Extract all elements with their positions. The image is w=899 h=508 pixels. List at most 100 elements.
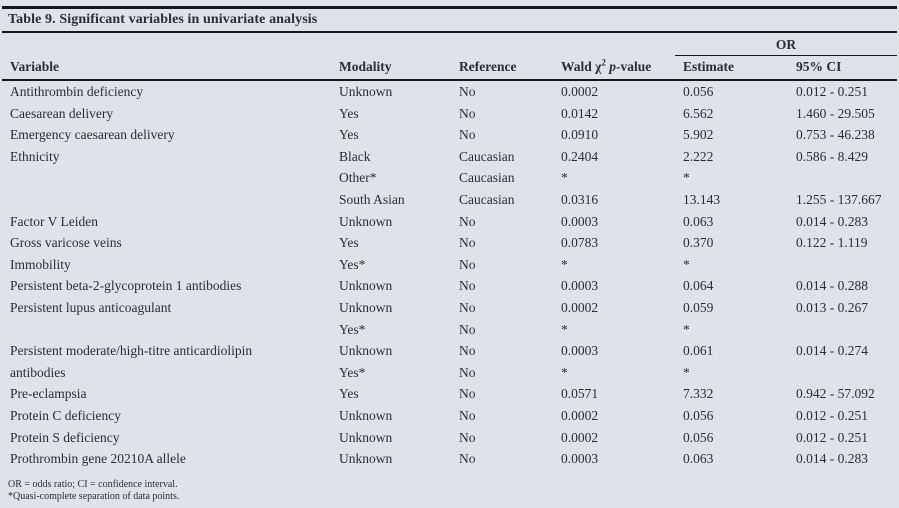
wald-header-suffix: -value xyxy=(616,58,652,74)
cell-reference: Caucasian xyxy=(459,191,515,207)
table-footnotes: OR = odds ratio; CI = confidence interva… xyxy=(8,479,899,503)
cell-wald: 0.0002 xyxy=(561,407,599,423)
cell-estimate: * xyxy=(683,170,690,186)
cell-wald: * xyxy=(561,170,568,186)
table-row: South Asian Caucasian 0.0316 13.143 1.255 - … xyxy=(2,189,897,211)
table-row: Other* Caucasian * * xyxy=(2,167,897,189)
cell-ci xyxy=(788,362,897,384)
cell-reference: No xyxy=(459,256,476,272)
cell-estimate: 0.061 xyxy=(683,343,714,359)
cell-modality: Yes xyxy=(339,105,359,121)
column-header-estimate: Estimate xyxy=(675,55,788,81)
cell-reference: No xyxy=(459,105,476,121)
cell-modality: Yes* xyxy=(339,321,366,337)
cell-ci: 0.012 - 0.251 xyxy=(796,429,868,445)
cell-reference: No xyxy=(459,84,476,99)
cell-ci xyxy=(788,167,897,189)
table-row: Antithrombin deficiency Unknown No 0.0002 0.… xyxy=(2,80,897,103)
cell-wald: 0.0910 xyxy=(561,127,599,143)
cell-ci: 0.012 - 0.251 xyxy=(796,407,868,423)
cell-estimate: 7.332 xyxy=(683,386,714,402)
cell-ci: 0.013 - 0.267 xyxy=(796,299,868,315)
cell-modality: Unknown xyxy=(339,343,393,359)
cell-ci: 0.122 - 1.119 xyxy=(796,235,868,251)
cell-ci: 0.942 - 57.092 xyxy=(796,386,875,402)
cell-estimate: 0.059 xyxy=(683,299,714,315)
cell-reference: No xyxy=(459,213,476,229)
cell-estimate: 6.562 xyxy=(683,105,714,121)
cell-reference: No xyxy=(459,451,476,467)
or-group-header: OR xyxy=(675,33,897,56)
cell-modality: Yes xyxy=(339,127,359,143)
table-row: Protein C deficiency Unknown No 0.0002 0.056… xyxy=(2,405,897,427)
cell-modality: Unknown xyxy=(339,429,393,445)
cell-variable: Antithrombin deficiency xyxy=(10,84,144,99)
cell-ci xyxy=(788,319,897,341)
table-row: Pre-eclampsia Yes No 0.0571 7.332 0.942 - 57.… xyxy=(2,383,897,405)
cell-ci: 0.012 - 0.251 xyxy=(796,84,868,99)
cell-reference: No xyxy=(459,127,476,143)
cell-variable: Emergency caesarean delivery xyxy=(10,127,175,143)
table-row: Persistent lupus anticoagulant Unknown No 0… xyxy=(2,297,897,319)
cell-variable: Ethnicity xyxy=(10,148,60,164)
cell-modality: Black xyxy=(339,148,371,164)
cell-wald: 0.0003 xyxy=(561,278,599,294)
univariate-analysis-table: OR Variable Modality Reference Wald χ2 p… xyxy=(2,33,897,470)
cell-wald: * xyxy=(561,256,568,272)
cell-modality: Other* xyxy=(339,170,377,186)
table-row: Immobility Yes* No * * xyxy=(2,254,897,276)
top-rule xyxy=(2,6,897,9)
table-row: Yes* No * * xyxy=(2,319,897,341)
cell-wald: * xyxy=(561,321,568,337)
cell-reference: No xyxy=(459,364,476,380)
cell-modality: Unknown xyxy=(339,278,393,294)
cell-modality: South Asian xyxy=(339,191,405,207)
cell-variable: Protein S deficiency xyxy=(10,429,120,445)
cell-wald: 0.0571 xyxy=(561,386,599,402)
cell-wald: 0.0783 xyxy=(561,235,599,251)
table-row: Persistent beta-2-glycoprotein 1 antibod… xyxy=(2,275,897,297)
cell-variable: antibodies xyxy=(10,364,66,380)
cell-variable: Persistent lupus anticoagulant xyxy=(10,299,172,315)
cell-reference: No xyxy=(459,407,476,423)
cell-variable: Prothrombin gene 20210A allele xyxy=(10,451,186,467)
cell-modality: Unknown xyxy=(339,213,393,229)
cell-variable: Caesarean delivery xyxy=(10,105,114,121)
wald-header-text: Wald χ xyxy=(561,58,602,74)
cell-reference: Caucasian xyxy=(459,148,515,164)
cell-reference: No xyxy=(459,343,476,359)
cell-estimate: 0.056 xyxy=(683,84,714,99)
cell-estimate: * xyxy=(683,321,690,337)
column-header-row: Variable Modality Reference Wald χ2 p-va… xyxy=(2,55,897,81)
wald-header-p: p xyxy=(609,58,616,74)
column-header-reference: Reference xyxy=(451,55,553,81)
title-rule xyxy=(2,31,897,33)
table-title: Table 9. Significant variables in univar… xyxy=(8,12,318,27)
cell-wald: 0.0003 xyxy=(561,343,599,359)
table-row: antibodies Yes* No * * xyxy=(2,362,897,384)
cell-reference: Caucasian xyxy=(459,170,515,186)
cell-ci: 0.014 - 0.283 xyxy=(796,451,868,467)
cell-estimate: * xyxy=(683,256,690,272)
cell-ci: 0.014 - 0.283 xyxy=(796,213,868,229)
cell-variable: Gross varicose veins xyxy=(10,235,122,251)
cell-variable: Persistent moderate/high-titre anticardi… xyxy=(10,343,253,359)
cell-variable: Pre-eclampsia xyxy=(10,386,87,402)
table-row: Ethnicity Black Caucasian 0.2404 2.222 0.586 … xyxy=(2,146,897,168)
cell-variable: Protein C deficiency xyxy=(10,407,121,423)
cell-wald: 0.0002 xyxy=(561,299,599,315)
cell-modality: Unknown xyxy=(339,299,393,315)
column-header-modality: Modality xyxy=(331,55,451,81)
cell-estimate: 0.370 xyxy=(683,235,714,251)
cell-estimate: 2.222 xyxy=(683,148,714,164)
cell-ci xyxy=(788,254,897,276)
cell-modality: Yes xyxy=(339,386,359,402)
table-header: OR Variable Modality Reference Wald χ2 p… xyxy=(2,33,897,81)
cell-modality: Unknown xyxy=(339,451,393,467)
table-body: Antithrombin deficiency Unknown No 0.0002 0.… xyxy=(2,80,897,470)
cell-estimate: 5.902 xyxy=(683,127,714,143)
cell-ci: 1.255 - 137.667 xyxy=(796,191,882,207)
cell-variable xyxy=(2,319,331,341)
column-header-95-ci: 95% CI xyxy=(788,55,897,81)
cell-estimate: 13.143 xyxy=(683,191,721,207)
